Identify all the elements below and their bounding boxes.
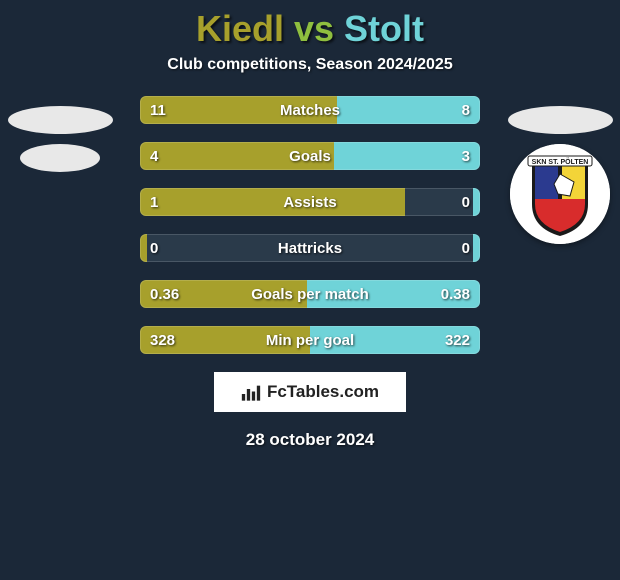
attribution-text: FcTables.com <box>267 382 379 402</box>
team-placeholder-ellipse <box>8 106 113 134</box>
svg-text:SKN ST. PÖLTEN: SKN ST. PÖLTEN <box>532 157 589 166</box>
stat-row: 00Hattricks <box>140 234 480 262</box>
stat-row: 10Assists <box>140 188 480 216</box>
stat-row: 43Goals <box>140 142 480 170</box>
stat-row: 328322Min per goal <box>140 326 480 354</box>
vs-text: vs <box>294 8 334 49</box>
attribution-box: FcTables.com <box>214 372 406 412</box>
team-placeholder-ellipse <box>20 144 100 172</box>
stat-label: Assists <box>140 188 480 216</box>
stat-label: Min per goal <box>140 326 480 354</box>
bar-chart-icon <box>241 384 261 400</box>
comparison-content: SKN ST. PÖLTEN 118Matches 43Goals 10Assist… <box>0 96 620 450</box>
player2-name: Stolt <box>344 8 424 49</box>
snapshot-date: 28 october 2024 <box>0 430 620 450</box>
stat-bars: 118Matches 43Goals 10Assists 00Hattricks 0.3… <box>140 96 480 354</box>
comparison-subtitle: Club competitions, Season 2024/2025 <box>0 56 620 74</box>
comparison-title: Kiedl vs Stolt <box>0 0 620 50</box>
player1-name: Kiedl <box>196 8 284 49</box>
stat-row: 118Matches <box>140 96 480 124</box>
stat-label: Goals <box>140 142 480 170</box>
stat-label: Hattricks <box>140 234 480 262</box>
team-placeholder-ellipse <box>508 106 613 134</box>
stat-row: 0.360.38Goals per match <box>140 280 480 308</box>
left-team-area <box>5 96 115 172</box>
stat-label: Matches <box>140 96 480 124</box>
right-team-area: SKN ST. PÖLTEN <box>505 96 615 244</box>
skn-st-poelten-badge: SKN ST. PÖLTEN <box>510 144 610 244</box>
stat-label: Goals per match <box>140 280 480 308</box>
